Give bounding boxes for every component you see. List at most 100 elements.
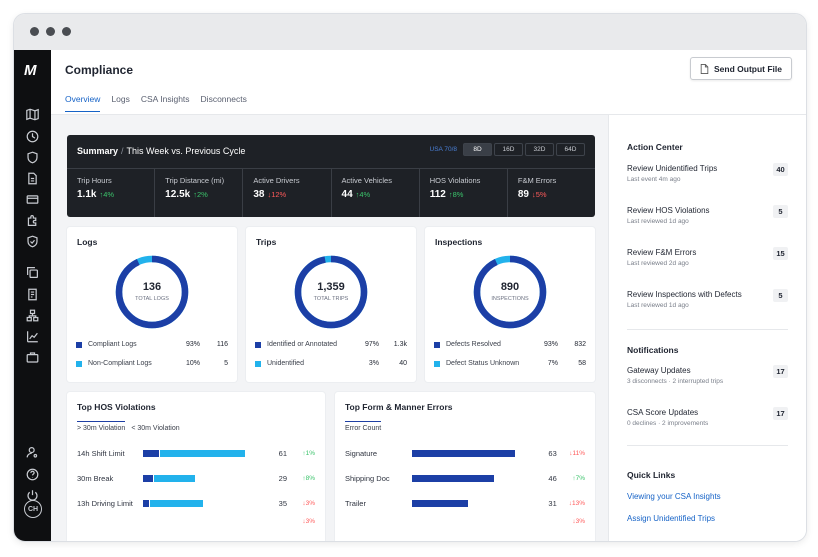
tab-under-30m[interactable]: < 30m Violation	[131, 425, 180, 432]
bar-row: Trailer 31 ↓13%	[345, 499, 585, 508]
bar-row: Shipping Doc 46 ↑7%	[345, 474, 585, 483]
arrow-up-icon: ↑	[355, 190, 360, 199]
clock-icon[interactable]	[26, 130, 39, 143]
metric-delta-value: 4%	[103, 190, 115, 199]
bar-secondary	[150, 500, 203, 507]
app-window: M CH Compliance Send Output File Overvie…	[14, 14, 806, 541]
avatar[interactable]: CH	[24, 500, 42, 518]
action-item-count: 15	[773, 247, 788, 260]
ruleset-link[interactable]: USA 70/8	[429, 146, 457, 153]
legend-swatch	[76, 360, 82, 367]
tab-overview[interactable]: Overview	[65, 94, 101, 112]
bar-delta: ↑7%	[557, 475, 585, 482]
notification-title: CSA Score Updates	[627, 408, 699, 417]
tab-disconnects[interactable]: Disconnects	[200, 94, 247, 104]
tab-csa-insights[interactable]: CSA Insights	[140, 94, 190, 104]
metric-value-row: 12.5k ↑2%	[165, 189, 232, 200]
metric-delta-value: 4%	[359, 190, 371, 199]
sidebar-rail: M CH	[14, 50, 51, 541]
legend-swatch	[255, 360, 261, 367]
app-logo[interactable]: M	[24, 62, 37, 79]
period-8d-button[interactable]: 8D	[463, 143, 492, 156]
metric-label: Trip Hours	[77, 176, 112, 185]
help-icon[interactable]	[26, 468, 39, 481]
action-item[interactable]: Review HOS Violations Last reviewed 1d ag…	[627, 205, 788, 225]
metric-delta: ↓12%	[267, 190, 286, 199]
badge-check-icon[interactable]	[26, 235, 39, 248]
arrow-down-icon: ↓	[302, 500, 306, 507]
donut-legend-row: Compliant Logs 93% 116	[76, 341, 228, 348]
briefcase-icon[interactable]	[26, 351, 39, 364]
map-icon[interactable]	[26, 108, 39, 121]
action-item-subtitle: Last event 4m ago	[627, 176, 681, 183]
period-64d-button[interactable]: 64D	[556, 143, 585, 156]
bar-row: Signature 63 ↓11%	[345, 449, 585, 458]
donut-value: 136	[142, 281, 162, 293]
send-output-file-label: Send Output File	[714, 63, 782, 74]
donut-chart: 890 INSPECTIONS	[471, 253, 549, 331]
window-close-button[interactable]	[30, 27, 39, 36]
metric-value: 89	[517, 189, 529, 200]
bar-delta-value: 3%	[305, 500, 315, 507]
metric-value: 1.1k	[77, 189, 97, 200]
tab-logs[interactable]: Logs	[111, 94, 130, 104]
donut-chart: 136 TOTAL LOGS	[113, 253, 191, 331]
page-tabs: Overview Logs CSA Insights Disconnects	[65, 94, 247, 112]
donut-legend-row: Non-Compliant Logs 10% 5	[76, 360, 228, 367]
bar-delta: ↓3%	[287, 500, 315, 507]
legend-count: 58	[578, 360, 586, 367]
bar-delta: ↑8%	[287, 475, 315, 482]
notification-item[interactable]: CSA Score Updates 0 declines · 2 improvem…	[627, 407, 788, 427]
donut-legend-row: Unidentified 3% 40	[255, 360, 407, 367]
legend-name: Unidentified	[267, 360, 304, 367]
window-maximize-button[interactable]	[62, 27, 71, 36]
summary-metrics: Trip Hours 1.1k ↑4% Trip Distance (mi) 12.5k…	[67, 168, 595, 217]
arrow-down-icon: ↓	[302, 518, 306, 525]
shield-icon[interactable]	[26, 151, 39, 164]
tab-over-30m[interactable]: > 30m Violation	[77, 421, 126, 432]
donut-primary-arc	[473, 255, 547, 329]
puzzle-icon[interactable]	[26, 214, 39, 227]
bar-delta-value: 8%	[305, 475, 315, 482]
user-settings-icon[interactable]	[26, 446, 39, 459]
donut-chart: 1,359 TOTAL TRIPS	[292, 253, 370, 331]
arrow-down-icon: ↓	[531, 190, 536, 199]
send-output-file-button[interactable]: Send Output File	[690, 57, 792, 80]
copy-icon[interactable]	[26, 266, 39, 279]
period-32d-button[interactable]: 32D	[525, 143, 554, 156]
bar-label: Shipping Doc	[345, 474, 390, 483]
logs-card: Logs 136 TOTAL LOGS Compliant Logs 93% 116 Non…	[67, 227, 237, 382]
period-selector: USA 70/8 8D 16D 32D 64D	[430, 143, 585, 156]
bar-delta: ↓11%	[557, 450, 585, 457]
action-item[interactable]: Review Unidentified Trips Last event 4m a…	[627, 163, 788, 183]
legend-name: Defects Resolved	[446, 341, 501, 348]
metric-0: Trip Hours 1.1k ↑4%	[67, 168, 154, 217]
bar-track	[143, 500, 259, 507]
window-minimize-button[interactable]	[46, 27, 55, 36]
summary-title: Summary / This Week vs. Previous Cycle	[77, 146, 246, 156]
action-item[interactable]: Review Inspections with Defects Last revi…	[627, 289, 788, 309]
quick-link[interactable]: Assign Unidentified Trips	[627, 514, 716, 523]
tab-error-count[interactable]: Error Count	[345, 421, 382, 432]
right-panel: Action Center Notifications Quick Links …	[608, 115, 806, 541]
bar-primary	[143, 500, 150, 507]
action-item-subtitle: Last reviewed 2d ago	[627, 260, 689, 267]
report-icon[interactable]	[26, 288, 39, 301]
metric-value: 12.5k	[165, 189, 191, 200]
card-icon[interactable]	[26, 193, 39, 206]
period-16d-button[interactable]: 16D	[494, 143, 523, 156]
bar-secondary	[154, 475, 196, 482]
chart-icon[interactable]	[26, 330, 39, 343]
notification-title: Gateway Updates	[627, 366, 691, 375]
metric-value-row: 89 ↓5%	[518, 189, 585, 200]
network-icon[interactable]	[26, 309, 39, 322]
bar-delta-value: 7%	[575, 475, 585, 482]
action-item[interactable]: Review F&M Errors Last reviewed 2d ago 15	[627, 247, 788, 267]
quick-link[interactable]: Viewing your CSA Insights	[627, 492, 721, 501]
action-item-title: Review HOS Violations	[627, 206, 710, 215]
arrow-down-icon: ↓	[568, 500, 572, 507]
notification-item[interactable]: Gateway Updates 3 disconnects · 2 interru…	[627, 365, 788, 385]
bar-row: 30m Break 29 ↑8%	[77, 474, 315, 483]
document-icon[interactable]	[26, 172, 39, 185]
legend-percent: 10%	[185, 360, 200, 367]
